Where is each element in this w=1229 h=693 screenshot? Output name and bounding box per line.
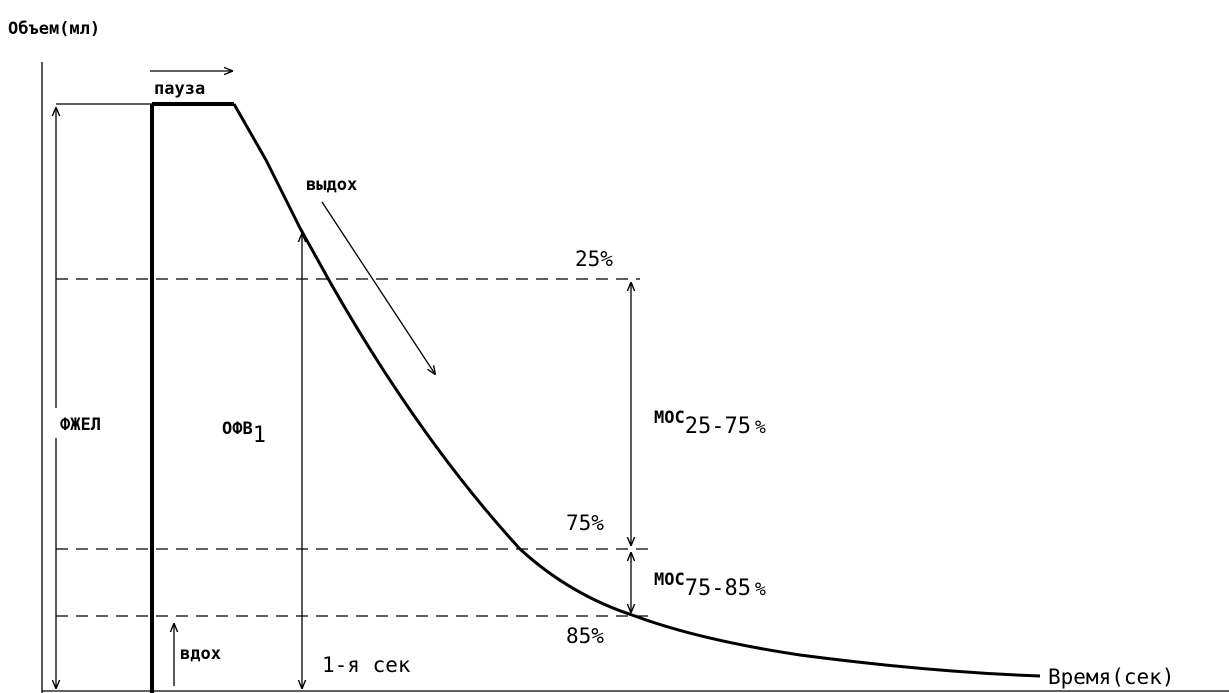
y-axis-label: Объем(мл) (8, 19, 100, 39)
level-label-75: 75% (566, 511, 604, 535)
fev1-label-sub: 1 (253, 423, 266, 448)
mef-75-85-pct: % (755, 579, 766, 600)
mef-25-75-range: 25-75 (685, 414, 751, 439)
fev1-label-main: ОФВ (222, 419, 253, 439)
level-label-25: 25% (575, 247, 613, 271)
fvc-label: ФЖЕЛ (60, 415, 101, 435)
mef-25-75-main: МОС (654, 408, 685, 428)
pause-label: пауза (154, 79, 205, 99)
mef-75-85-label: МОС75-85% (654, 570, 766, 601)
level-label-85: 85% (566, 624, 604, 648)
mef-75-85-main: МОС (654, 570, 685, 590)
mef-75-85-range: 75-85 (685, 576, 751, 601)
mef-25-75-pct: % (755, 417, 766, 438)
exhale-arrow (321, 201, 435, 374)
mef-25-75-label: МОС25-75% (654, 408, 766, 439)
exhale-curve (232, 103, 1041, 678)
x-axis-label: Время(сек) (1048, 665, 1174, 689)
first-second-label: 1-я сек (322, 653, 411, 677)
fev1-label: ОФВ1 (222, 419, 266, 448)
inhale-label: вдох (180, 644, 221, 664)
exhale-label: выдох (306, 175, 357, 195)
